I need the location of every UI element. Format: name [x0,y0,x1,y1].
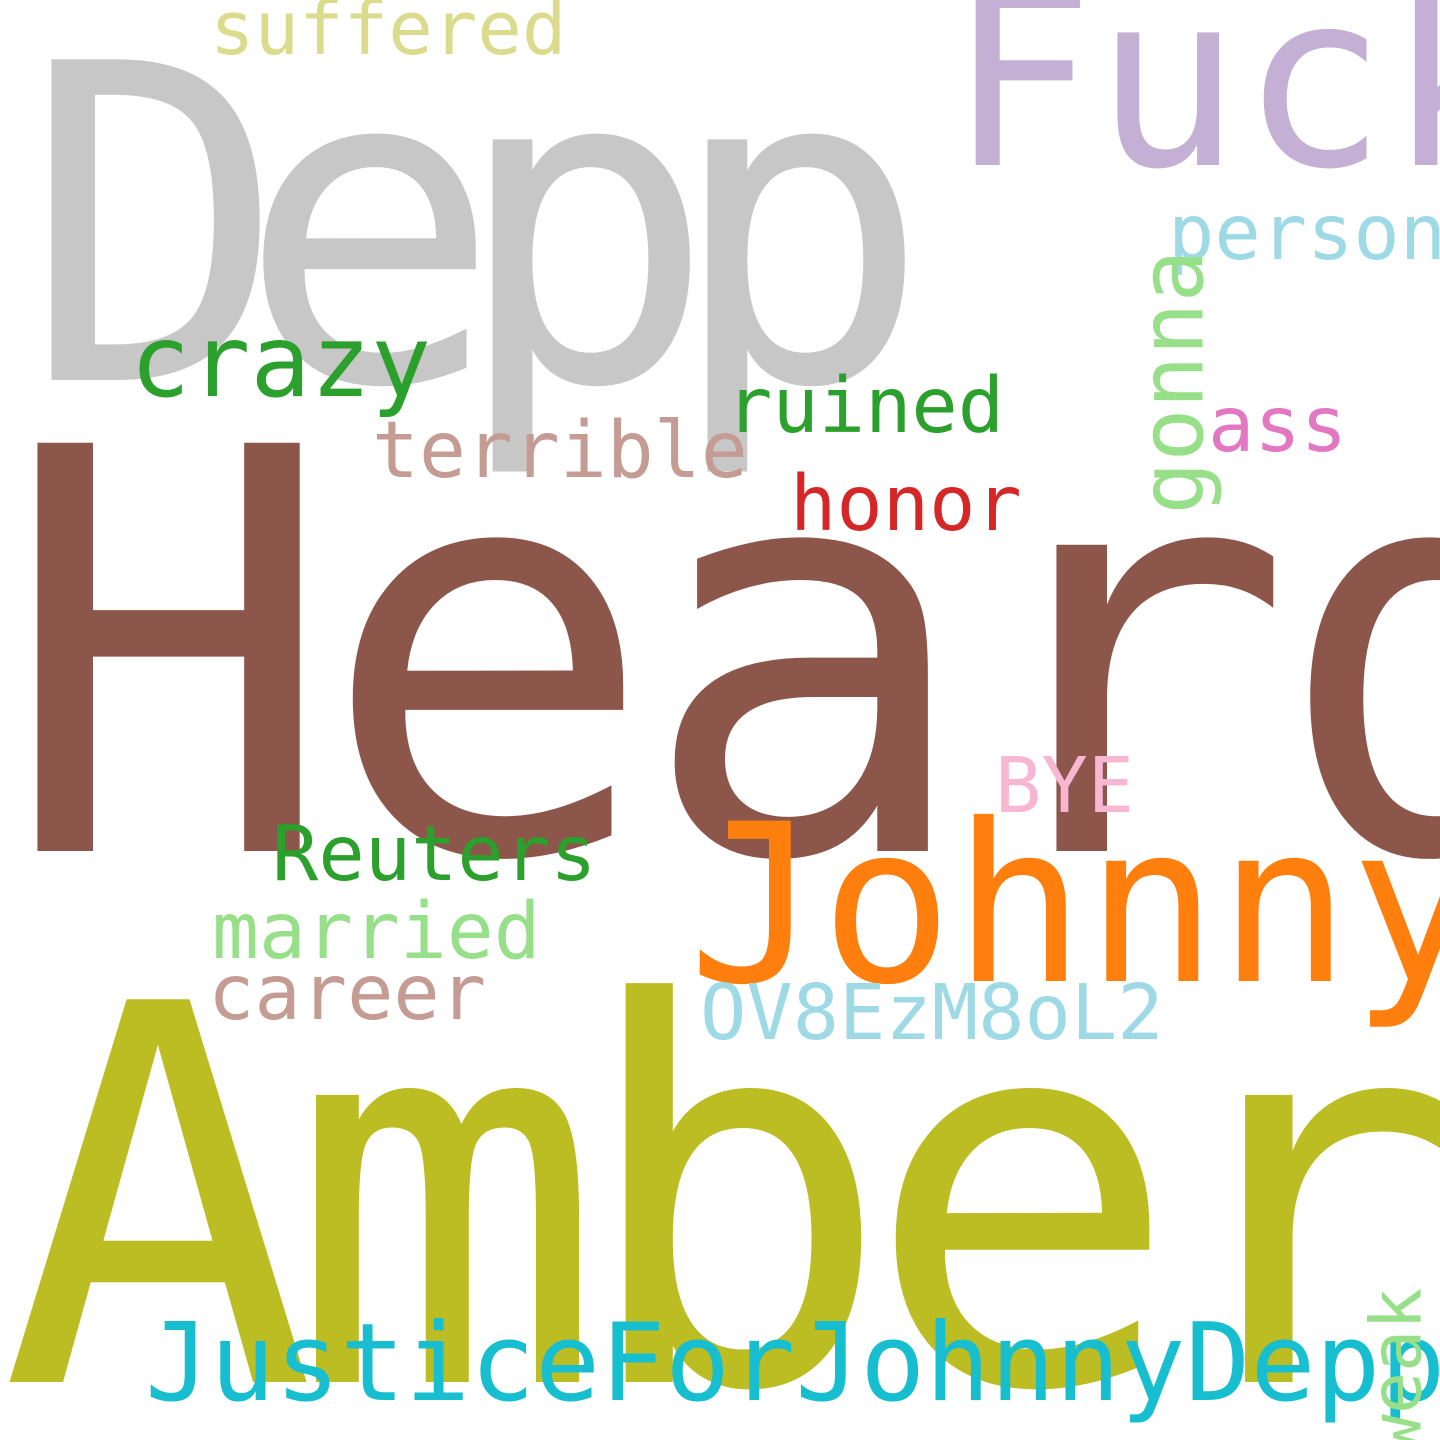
word-suffered: suffered [210,0,567,72]
word-terrible: terrible [372,406,748,496]
word-ass: ass [1208,381,1348,470]
word-honor: honor [790,460,1022,549]
word-married: married [212,887,541,977]
word-amber: Amber [0,895,1440,1440]
word-crazy: crazy [130,303,432,420]
word-reuters: Reuters [272,810,597,899]
word-justicefor-johnnydepp: JusticeForJohnnyDepp [145,1301,1440,1426]
word-bye: BYE [995,742,1135,831]
word-person: person [1168,189,1440,278]
word-depp: Depp [22,0,932,484]
word-career: career [208,949,487,1038]
word-fuck: Fuck [948,0,1440,223]
word-ruined: ruined [726,362,1005,451]
word-johnny: Johnny [688,777,1440,1033]
word-weak: weak [1355,1287,1438,1440]
word-heard: Heard [0,332,1440,984]
word-ov8ezm8ol2: OV8EzM8oL2 [700,969,1164,1058]
